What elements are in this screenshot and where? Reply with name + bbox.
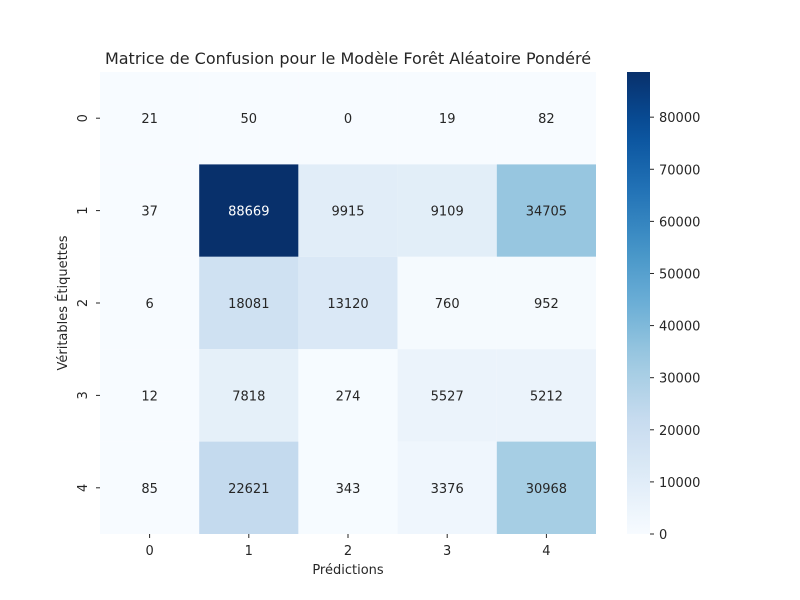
cell-value-label: 88669 [228, 205, 269, 220]
heatmap-cell [496, 72, 596, 165]
x-tick-label: 2 [344, 544, 352, 559]
heatmap-cell [397, 164, 497, 257]
colorbar-tick-label: 0 [659, 528, 667, 543]
colorbar-tick-label: 10000 [659, 476, 700, 491]
cell-value-label: 37 [141, 205, 158, 220]
heatmap-cell [496, 441, 596, 534]
heatmap-cell [100, 256, 200, 350]
heatmap-cell [199, 441, 299, 534]
heatmap-cell [496, 349, 596, 442]
heatmap-cell [298, 72, 398, 165]
cell-value-label: 9915 [331, 205, 364, 220]
x-tick-label: 0 [145, 544, 153, 559]
cell-value-label: 5527 [431, 389, 464, 404]
heatmap-cell [100, 441, 200, 534]
x-tick-label: 4 [542, 544, 550, 559]
cell-value-label: 5212 [530, 389, 563, 404]
heatmap-cell [298, 441, 398, 534]
heatmap-cell [496, 256, 596, 350]
cell-value-label: 34705 [526, 205, 567, 220]
colorbar [627, 72, 650, 534]
colorbar-tick-label: 50000 [659, 267, 700, 282]
x-tick-label: 1 [245, 544, 253, 559]
cell-value-label: 9109 [431, 205, 464, 220]
heatmap-cell [100, 349, 200, 442]
chart-title: Matrice de Confusion pour le Modèle Forê… [105, 49, 591, 68]
heatmap-cell [100, 164, 200, 257]
cell-value-label: 12 [141, 389, 158, 404]
y-tick-label: 2 [76, 299, 91, 307]
cell-value-label: 85 [141, 482, 158, 497]
cell-value-label: 18081 [228, 297, 269, 312]
y-tick-label: 0 [76, 114, 91, 122]
heatmap-cell [397, 441, 497, 534]
cell-value-label: 82 [538, 112, 555, 127]
heatmap-cell [199, 164, 299, 257]
heatmap-cell [298, 349, 398, 442]
heatmap-cell [397, 349, 497, 442]
y-axis-label: Véritables Étiquettes [55, 235, 71, 370]
cell-value-label: 6 [145, 297, 153, 312]
y-tick-label: 3 [76, 391, 91, 399]
heatmap-cells: 21 50 0 19 82 37 88669 9915 9109 34705 6 18081 13120… [100, 72, 596, 534]
cell-value-label: 7818 [232, 389, 265, 404]
heatmap-cell [199, 72, 299, 165]
heatmap-cell [298, 164, 398, 257]
heatmap-cell [397, 256, 497, 350]
colorbar-tick-label: 80000 [659, 111, 700, 126]
cell-value-label: 22621 [228, 482, 269, 497]
cell-value-label: 19 [439, 112, 456, 127]
cell-value-label: 3376 [431, 482, 464, 497]
x-tick-label: 3 [443, 544, 451, 559]
cell-value-label: 952 [534, 297, 559, 312]
cell-value-label: 13120 [327, 297, 368, 312]
cell-value-label: 21 [141, 112, 158, 127]
heatmap-cell [199, 256, 299, 350]
colorbar-tick-label: 70000 [659, 163, 700, 178]
y-axis-ticks: 0 1 2 3 4 [76, 114, 100, 492]
cell-value-label: 0 [344, 112, 352, 127]
y-tick-label: 1 [76, 206, 91, 214]
x-axis-ticks: 0 1 2 3 4 [145, 534, 551, 559]
cell-value-label: 343 [336, 482, 361, 497]
cell-value-label: 30968 [526, 482, 567, 497]
colorbar-ticks: 0 10000 20000 30000 40000 50000 60000 70000 8000… [650, 111, 700, 543]
heatmap-cell [496, 164, 596, 257]
colorbar-tick-label: 40000 [659, 320, 700, 335]
cell-value-label: 274 [336, 389, 361, 404]
x-axis-label: Prédictions [312, 563, 384, 578]
cell-value-label: 50 [241, 112, 258, 127]
heatmap-cell [100, 72, 200, 165]
cell-value-label: 760 [435, 297, 460, 312]
y-tick-label: 4 [76, 484, 91, 492]
colorbar-tick-label: 60000 [659, 215, 700, 230]
colorbar-tick-label: 30000 [659, 372, 700, 387]
heatmap-cell [199, 349, 299, 442]
heatmap-cell [397, 72, 497, 165]
heatmap-cell [298, 256, 398, 350]
colorbar-tick-label: 20000 [659, 424, 700, 439]
